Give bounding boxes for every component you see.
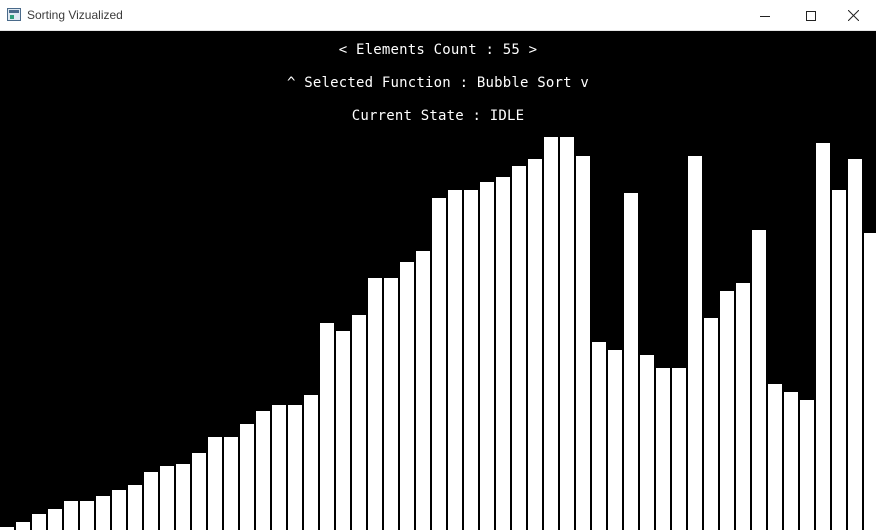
bar — [720, 291, 734, 530]
bar — [608, 350, 622, 530]
bar — [128, 485, 142, 530]
bar — [496, 177, 510, 530]
maximize-button[interactable] — [788, 0, 834, 31]
bar — [512, 166, 526, 530]
bar — [416, 251, 430, 530]
bar — [256, 411, 270, 530]
bar — [704, 318, 718, 530]
bar — [48, 509, 62, 530]
bar — [112, 490, 126, 530]
bar — [832, 190, 846, 530]
bar — [368, 278, 382, 530]
bar — [96, 496, 110, 530]
close-icon — [847, 10, 859, 21]
visualization-canvas: < Elements Count : 55 > ^ Selected Funct… — [0, 31, 876, 530]
bar — [528, 159, 542, 530]
bar — [752, 230, 766, 530]
bar — [640, 355, 654, 530]
minimize-icon — [760, 15, 770, 17]
selected-function-label: Selected Function : — [304, 75, 477, 91]
bar — [0, 527, 14, 530]
current-state-value: IDLE — [489, 108, 525, 124]
bar — [864, 233, 876, 530]
bar — [64, 501, 78, 530]
current-state-label: Current State : — [351, 108, 490, 124]
bar — [208, 437, 222, 530]
bar — [272, 405, 286, 530]
selected-function-line: ^ Selected Function : Bubble Sort v — [0, 75, 876, 91]
bar — [560, 137, 574, 530]
bar — [400, 262, 414, 530]
bar — [80, 501, 94, 530]
bar — [672, 368, 686, 530]
bar — [544, 137, 558, 530]
bar — [464, 190, 478, 530]
bar — [160, 466, 174, 530]
bar — [816, 143, 830, 530]
bar — [688, 156, 702, 530]
bar — [624, 193, 638, 530]
bar — [32, 514, 46, 530]
bar — [352, 315, 366, 530]
selected-function-value: Bubble Sort — [476, 75, 572, 91]
bar — [784, 392, 798, 530]
decrease-count-arrow[interactable]: < — [338, 42, 357, 58]
title-bar[interactable]: Sorting Vizualized — [0, 0, 876, 31]
bar — [480, 182, 494, 530]
bar — [240, 424, 254, 530]
bar — [448, 190, 462, 530]
bar — [224, 437, 238, 530]
app-icon — [7, 8, 21, 21]
elements-count-label: Elements Count : — [356, 42, 503, 58]
bar — [656, 368, 670, 530]
bar — [176, 464, 190, 530]
bar — [384, 278, 398, 530]
previous-function-arrow[interactable]: ^ — [286, 75, 305, 91]
bar — [304, 395, 318, 530]
bar — [192, 453, 206, 530]
bar — [288, 405, 302, 530]
bar — [336, 331, 350, 530]
elements-count-value: 55 — [502, 42, 520, 58]
close-button[interactable] — [830, 0, 876, 31]
minimize-button[interactable] — [742, 0, 788, 31]
window-title: Sorting Vizualized — [27, 8, 123, 22]
bar — [848, 159, 862, 530]
current-state-line: Current State : IDLE — [0, 108, 876, 124]
bar — [800, 400, 814, 530]
bar — [576, 156, 590, 530]
bars-area — [0, 31, 876, 530]
bar — [736, 283, 750, 530]
bar — [320, 323, 334, 530]
next-function-arrow[interactable]: v — [571, 75, 590, 91]
bar — [592, 342, 606, 530]
bar — [16, 522, 30, 530]
bar — [768, 384, 782, 530]
increase-count-arrow[interactable]: > — [519, 42, 538, 58]
maximize-icon — [806, 10, 816, 21]
elements-count-line: < Elements Count : 55 > — [0, 42, 876, 58]
bar — [144, 472, 158, 530]
bar — [432, 198, 446, 530]
